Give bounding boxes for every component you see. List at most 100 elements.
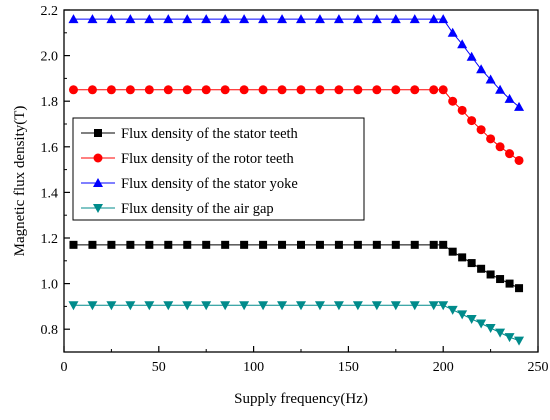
data-point xyxy=(495,84,506,94)
x-tick-label: 250 xyxy=(528,360,549,375)
x-tick-label: 50 xyxy=(152,360,166,375)
data-point xyxy=(458,253,467,262)
data-point xyxy=(514,336,525,346)
data-point xyxy=(202,240,211,249)
legend-marker xyxy=(93,153,103,163)
data-point xyxy=(68,14,79,24)
legend: Flux density of the stator teeth Flux den… xyxy=(72,117,365,221)
series-3 xyxy=(68,14,525,111)
data-point xyxy=(125,301,136,311)
y-axis-title: Magnetic flux density(T) xyxy=(12,106,28,257)
legend-box xyxy=(72,117,365,221)
legend-label: Flux density of the air gap xyxy=(121,201,274,217)
data-point xyxy=(144,301,155,311)
data-point xyxy=(314,301,325,311)
y-tick-label: 1.6 xyxy=(41,141,59,156)
data-point xyxy=(410,85,420,95)
data-point xyxy=(457,39,468,49)
data-point xyxy=(514,155,524,165)
data-point xyxy=(296,85,306,95)
data-point xyxy=(333,301,344,311)
data-point xyxy=(353,240,362,249)
data-point xyxy=(448,96,458,106)
data-point xyxy=(182,85,192,95)
data-point xyxy=(164,240,173,249)
data-point xyxy=(505,149,515,159)
data-point xyxy=(183,240,192,249)
data-point xyxy=(390,14,401,24)
data-point xyxy=(277,85,287,95)
data-point xyxy=(447,305,458,315)
data-point xyxy=(220,85,230,95)
data-point xyxy=(448,247,457,256)
data-point xyxy=(428,301,439,311)
data-point xyxy=(352,14,363,24)
data-point xyxy=(296,301,306,311)
data-point xyxy=(296,14,306,24)
data-point xyxy=(514,101,525,111)
x-axis-title: Supply frequency(Hz) xyxy=(234,391,368,407)
data-point xyxy=(88,240,97,249)
data-point xyxy=(409,301,420,311)
data-point xyxy=(467,116,477,126)
x-tick-label: 100 xyxy=(243,360,264,375)
data-point xyxy=(485,74,496,84)
data-point xyxy=(486,134,496,144)
y-tick-label: 0.8 xyxy=(41,323,59,338)
x-tick-label: 200 xyxy=(433,360,454,375)
data-point xyxy=(221,240,230,249)
data-point xyxy=(466,51,477,61)
legend-label: Flux density of the rotor teeth xyxy=(121,151,295,167)
y-tick-label: 1.8 xyxy=(41,95,59,110)
data-point xyxy=(277,14,288,24)
data-point xyxy=(239,85,249,95)
data-point xyxy=(372,240,381,249)
data-point xyxy=(352,301,363,311)
data-point xyxy=(277,301,288,311)
data-point xyxy=(371,14,382,24)
data-point xyxy=(485,324,496,334)
data-point xyxy=(476,64,487,74)
data-point xyxy=(182,301,193,311)
data-point xyxy=(486,270,495,279)
data-point xyxy=(495,328,506,338)
series-4 xyxy=(68,301,525,346)
data-point xyxy=(428,14,439,24)
legend-marker xyxy=(93,204,103,213)
data-point xyxy=(429,240,438,249)
data-point xyxy=(106,14,117,24)
data-point xyxy=(240,240,249,249)
data-point xyxy=(163,14,174,24)
y-tick-label: 2.2 xyxy=(41,4,59,19)
data-point xyxy=(314,14,325,24)
data-point xyxy=(371,301,382,311)
legend-marker xyxy=(94,129,102,137)
data-point xyxy=(201,85,211,95)
data-point xyxy=(182,14,193,24)
y-axis-ticks: 0.8 1.0 1.2 1.4 1.6 1.8 2.0 2.2 xyxy=(41,4,70,353)
data-point xyxy=(429,85,439,95)
data-point xyxy=(504,333,515,343)
data-point xyxy=(278,240,287,249)
series-layer xyxy=(68,14,525,346)
data-point xyxy=(409,14,420,24)
data-point xyxy=(477,264,486,273)
data-point xyxy=(495,142,505,152)
data-point xyxy=(297,240,305,249)
data-point xyxy=(390,301,401,311)
data-point xyxy=(258,14,269,24)
data-point xyxy=(69,240,78,249)
data-point xyxy=(504,93,515,103)
data-point xyxy=(106,85,116,95)
data-point xyxy=(106,301,117,311)
y-tick-label: 2.0 xyxy=(41,50,59,65)
data-point xyxy=(333,14,344,24)
series-1 xyxy=(69,240,524,293)
data-point xyxy=(144,14,155,24)
data-point xyxy=(476,319,487,329)
x-axis-ticks: 0 50 100 150 200 250 xyxy=(61,346,549,375)
data-point xyxy=(68,85,78,95)
data-point xyxy=(144,85,154,95)
data-point xyxy=(476,125,486,135)
